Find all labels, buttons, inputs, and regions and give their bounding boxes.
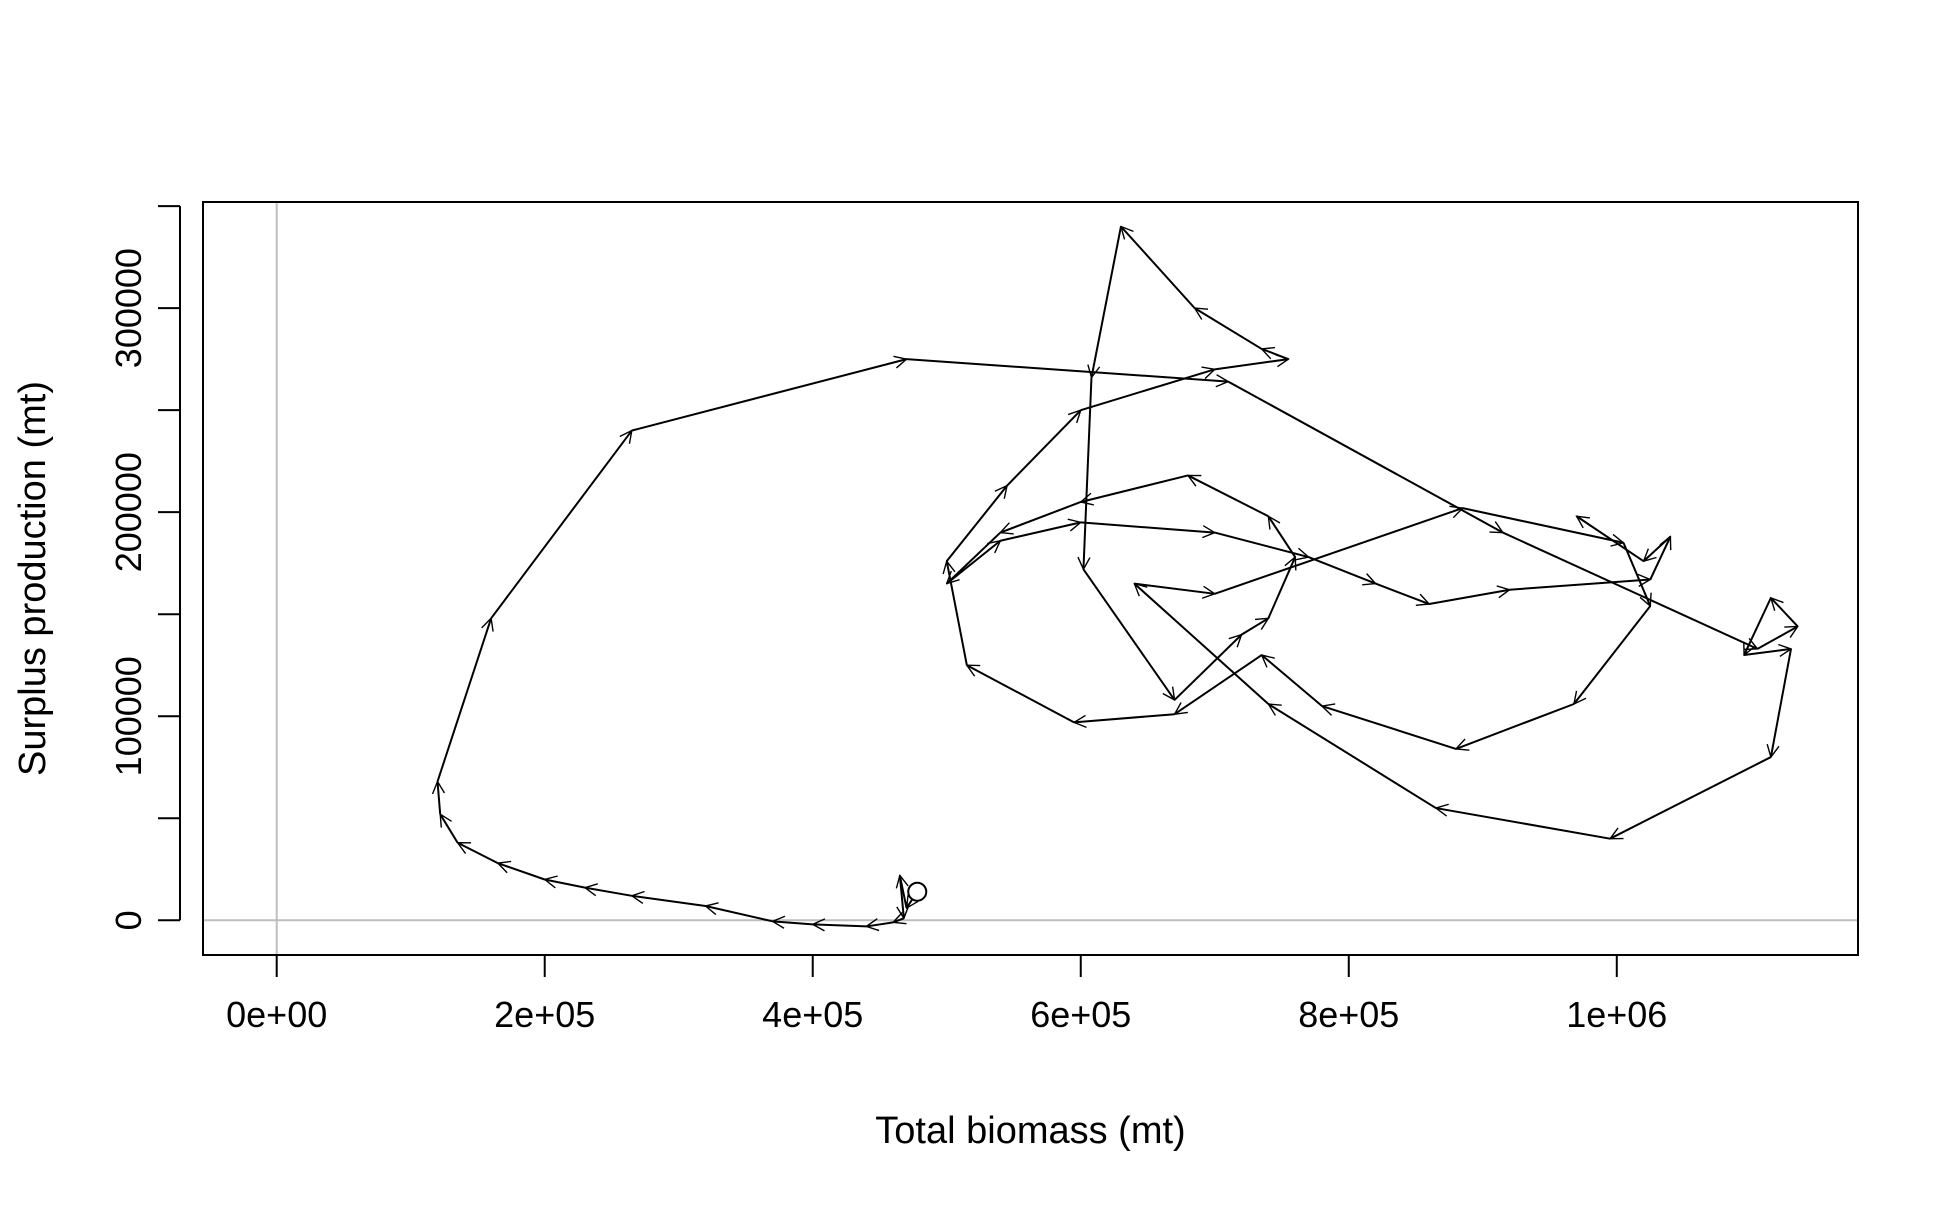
trajectory-arrow xyxy=(1091,226,1122,377)
plot-frame xyxy=(202,201,1859,956)
trajectory-arrow xyxy=(1771,648,1792,757)
trajectory-arrow xyxy=(1622,542,1650,606)
trajectory-arrow xyxy=(458,841,499,865)
trajectory-arrow xyxy=(1173,635,1242,701)
trajectory-arrow xyxy=(1268,516,1297,558)
trajectory-arrow xyxy=(1644,535,1672,561)
x-tick-label: 6e+05 xyxy=(1030,994,1131,1035)
trajectory-arrow xyxy=(967,664,1075,724)
start-point-marker xyxy=(907,881,928,902)
trajectory-arrow xyxy=(1134,584,1270,705)
trajectory-arrow xyxy=(1771,598,1799,628)
trajectory-arrow xyxy=(1308,556,1376,584)
trajectory-arrow xyxy=(1241,617,1269,636)
trajectory-arrow xyxy=(906,358,1229,381)
trajectory-arrow xyxy=(1000,501,1082,533)
x-tick-label: 8e+05 xyxy=(1298,994,1399,1035)
trajectory-arrow xyxy=(1083,377,1093,569)
trajectory-arrow xyxy=(946,541,1001,585)
trajectory-arrow xyxy=(1757,625,1797,650)
x-tick-label: 0e+00 xyxy=(226,994,327,1035)
trajectory-arrow xyxy=(438,782,441,815)
trajectory-arrow xyxy=(1456,703,1575,749)
trajectory-arrow xyxy=(1574,605,1652,704)
trajectory-arrow xyxy=(1262,349,1289,361)
y-tick-label: 200000 xyxy=(108,452,149,572)
trajectory-arrow xyxy=(1267,557,1295,619)
trajectory-arrow xyxy=(1268,703,1437,809)
trajectory-arrow xyxy=(1175,654,1263,714)
trajectory-arrow xyxy=(1610,756,1772,840)
trajectory-arrow xyxy=(893,918,904,922)
trajectory-arrow xyxy=(439,814,459,844)
trajectory-arrow xyxy=(1577,516,1645,562)
trajectory-arrow xyxy=(900,875,904,918)
trajectory-arrow xyxy=(1428,590,1509,605)
trajectory-arrow xyxy=(1509,580,1651,591)
y-tick-label: 0 xyxy=(108,910,149,930)
trajectory-arrow xyxy=(1743,649,1791,655)
trajectory-arrow xyxy=(1322,706,1457,750)
trajectory-arrow xyxy=(1080,369,1215,412)
trajectory-arrow xyxy=(945,486,1007,562)
trajectory-arrow xyxy=(1188,474,1269,518)
trajectory-arrow xyxy=(1000,522,1080,542)
trajectory-arrow xyxy=(813,924,867,926)
trajectory-arrow xyxy=(545,879,586,889)
trajectory-arrow xyxy=(1121,226,1196,309)
trajectory-arrow xyxy=(1375,582,1430,604)
trajectory-arrow xyxy=(631,359,907,432)
trajectory-arrow xyxy=(1074,713,1175,722)
trajectory-arrow xyxy=(1262,655,1323,707)
trajectory-arrow xyxy=(632,896,706,908)
x-tick-label: 1e+06 xyxy=(1566,994,1667,1035)
y-tick-label: 100000 xyxy=(108,656,149,776)
trajectory-arrow xyxy=(1227,380,1503,534)
trajectory-arrow xyxy=(1214,531,1309,557)
trajectory-arrow xyxy=(498,863,546,881)
trajectory-arrow xyxy=(1744,597,1772,655)
x-axis-title: Total biomass (mt) xyxy=(875,1110,1185,1152)
trajectory-arrow xyxy=(1195,307,1263,350)
trajectory-arrow xyxy=(1006,410,1081,487)
y-axis-title: Surplus production (mt) xyxy=(12,381,54,776)
trajectory-arrow xyxy=(1502,531,1758,649)
y-tick-label: 300000 xyxy=(108,248,149,368)
trajectory-arrow xyxy=(1649,537,1670,580)
trajectory-arrow xyxy=(1214,359,1289,371)
trajectory-arrow xyxy=(1082,568,1174,700)
trajectory-arrow xyxy=(1462,507,1624,543)
trajectory-arrow xyxy=(585,888,632,897)
trajectory-arrow xyxy=(1080,521,1215,532)
trajectory-arrow xyxy=(1134,582,1214,594)
x-axis: 0e+00 2e+05 4e+05 6e+05 8e+05 1e+06 xyxy=(226,954,1667,1035)
trajectory-arrow xyxy=(706,906,773,923)
trajectory-arrow xyxy=(490,431,632,619)
trajectory-arrow xyxy=(1081,474,1189,502)
series-group xyxy=(438,226,1798,926)
trajectory-arrow xyxy=(773,921,813,924)
x-tick-label: 2e+05 xyxy=(494,994,595,1035)
trajectory-arrow xyxy=(436,618,492,782)
trajectory-arrow xyxy=(866,922,894,926)
y-axis: 0 100000 200000 300000 xyxy=(108,205,181,930)
trajectory-arrow xyxy=(1214,508,1463,595)
reference-lines xyxy=(203,202,1858,955)
trajectory-arrow xyxy=(1436,808,1611,840)
x-tick-label: 4e+05 xyxy=(762,994,863,1035)
